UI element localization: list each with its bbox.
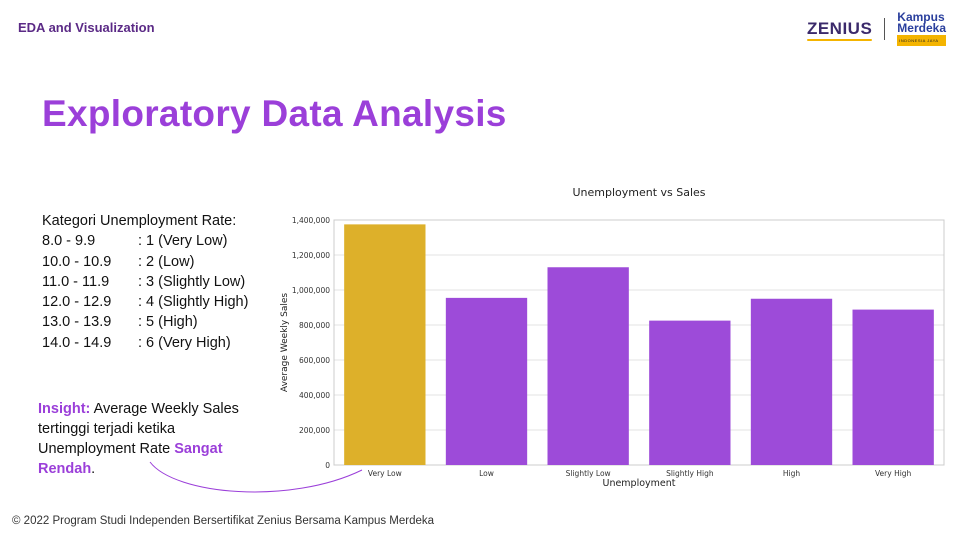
bar	[445, 297, 528, 465]
bar	[852, 309, 934, 465]
footer: © 2022 Program Studi Independen Berserti…	[12, 515, 435, 527]
kategori-row: 10.0 - 10.9 : 2 (Low)	[42, 252, 248, 272]
logo-divider	[884, 18, 886, 40]
km-logo-line2: Merdeka	[897, 21, 946, 35]
insight-box: Insight: Average Weekly Sales tertinggi …	[38, 399, 268, 479]
kategori-range: 14.0 - 14.9	[42, 334, 112, 351]
kampus-merdeka-logo: Kampus Merdeka INDONESIA JAYA	[897, 10, 946, 46]
kategori-range: 12.0 - 12.9	[42, 294, 112, 311]
chart-title: Unemployment vs Sales	[572, 186, 705, 199]
plot-frame	[333, 219, 945, 466]
y-tick-label: 1,200,000	[292, 251, 330, 260]
page-title: Exploratory Data Analysis	[42, 93, 507, 134]
chart: Unemployment vs Sales 0 200,000 400,000 600,…	[270, 180, 960, 490]
insight-text: Average Weekly Sales tertinggi terjadi k…	[38, 401, 239, 457]
kategori-category: : 6 (Very High)	[138, 334, 231, 351]
kategori-row: 11.0 - 11.9 : 3 (Slightly Low)	[42, 272, 248, 292]
km-logo-tagline: INDONESIA JAYA	[897, 35, 946, 46]
kategori-range: 13.0 - 13.9	[42, 314, 112, 331]
kategori-row: 12.0 - 12.9 : 4 (Slightly High)	[42, 292, 248, 312]
chart-svg: Unemployment vs Sales 0 200,000 400,000 600,…	[280, 186, 945, 489]
x-tick-label: Slightly Low	[566, 469, 611, 478]
x-tick-label: High	[783, 469, 800, 478]
section-title: EDA and Visualization	[18, 20, 155, 35]
kategori-list: Kategori Unemployment Rate: 8.0 - 9.9 : 1…	[42, 211, 248, 353]
y-tick-label: 0	[325, 461, 330, 470]
bar	[750, 298, 833, 465]
x-tick-label: Slightly High	[666, 469, 714, 478]
kategori-range: 8.0 - 9.9	[42, 233, 96, 250]
y-tick-label: 800,000	[299, 321, 330, 330]
logos: ZENIUS Kampus Merdeka INDONESIA JAYA	[806, 10, 946, 46]
kategori-category: : 4 (Slightly High)	[138, 294, 249, 311]
x-tick-label: Low	[479, 469, 494, 478]
bar	[649, 320, 731, 465]
km-logo-line1: Kampus	[897, 10, 945, 24]
y-tick-label: 400,000	[299, 391, 330, 400]
zenius-logo: ZENIUS	[806, 19, 873, 41]
bar	[547, 267, 629, 465]
y-tick-label: 600,000	[299, 356, 330, 365]
kategori-category: : 5 (High)	[138, 314, 198, 331]
kategori-category: : 2 (Low)	[138, 253, 195, 270]
kategori-row: 8.0 - 9.9 : 1 (Very Low)	[42, 231, 248, 251]
bar	[344, 224, 426, 465]
y-tick-label: 200,000	[299, 426, 330, 435]
kategori-range: 11.0 - 11.9	[42, 273, 110, 290]
insight-end: .	[91, 461, 96, 477]
kategori-row: 14.0 - 14.9 : 6 (Very High)	[42, 333, 248, 353]
kategori-row: 13.0 - 13.9 : 5 (High)	[42, 312, 248, 332]
y-axis-label: Average Weekly Sales	[280, 293, 290, 392]
kategori-category: : 1 (Very Low)	[138, 233, 228, 250]
x-tick-label: Very High	[875, 469, 912, 478]
kategori-category: : 3 (Slightly Low)	[138, 273, 246, 290]
kategori-range: 10.0 - 10.9	[42, 253, 112, 270]
x-tick-label: Very Low	[368, 469, 402, 478]
kategori-heading: Kategori Unemployment Rate:	[42, 213, 237, 229]
insight-emphasis: Sangat Rendah	[38, 441, 223, 477]
y-tick-label: 1,400,000	[292, 216, 330, 225]
x-axis-label: Unemployment	[602, 478, 675, 489]
y-tick-label: 1,000,000	[292, 286, 330, 295]
insight-label: Insight:	[38, 401, 91, 417]
